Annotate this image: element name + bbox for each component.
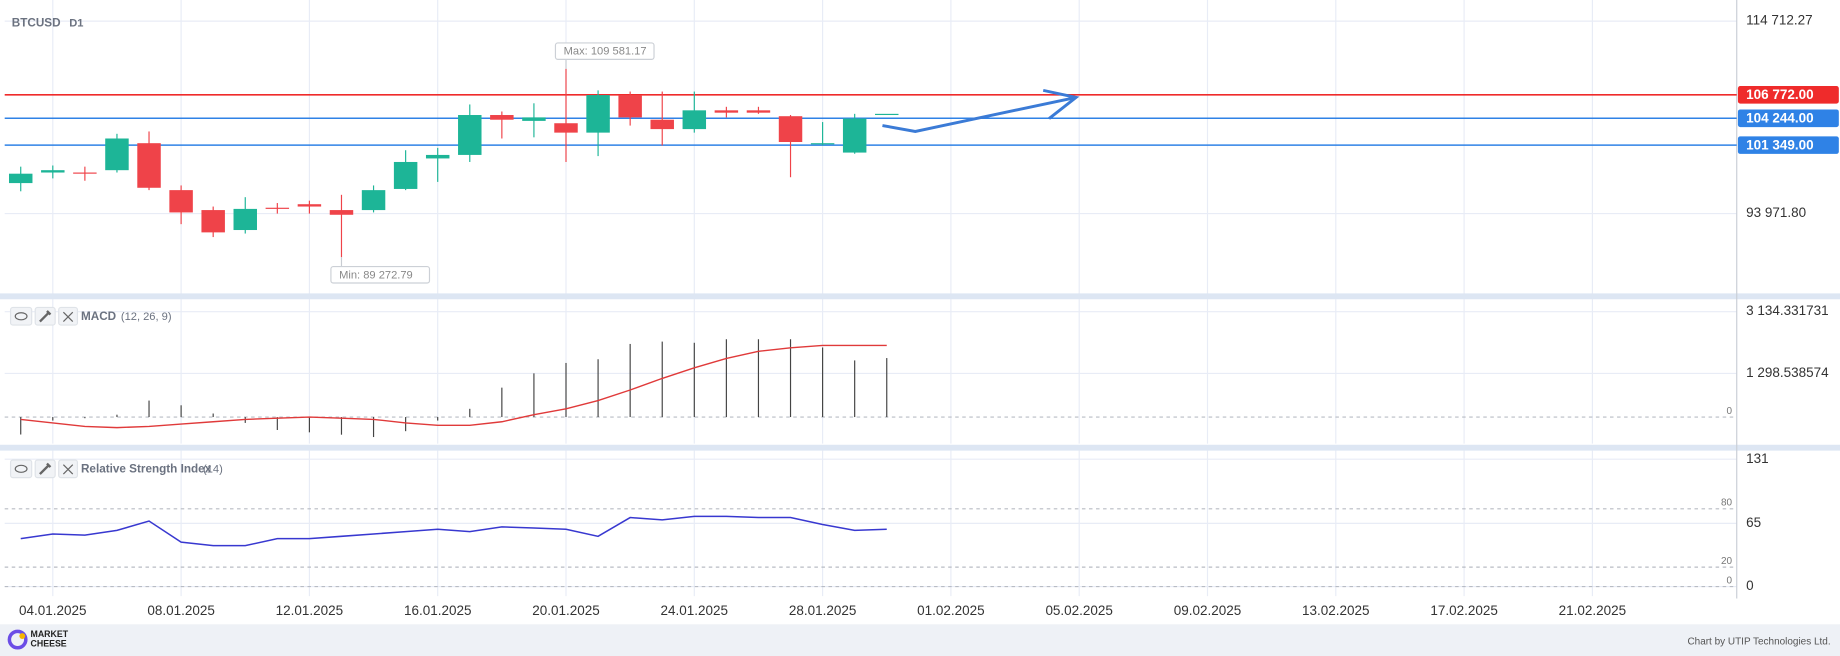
close-glyph: [62, 464, 74, 475]
annotation: Min: 89 272.79: [339, 269, 413, 281]
y-tick-label: 3 134.331731: [1746, 303, 1829, 318]
credit: Chart by UTIP Technologies Ltd.: [1687, 637, 1830, 648]
y-tick-label: 65: [1746, 515, 1761, 530]
candle-body: [201, 210, 225, 233]
wrench-glyph: [39, 462, 52, 475]
candle-body: [746, 110, 771, 113]
candle-body: [8, 173, 33, 184]
price-label: 101 349.00: [1746, 137, 1814, 152]
grid-layer: [4, 0, 1737, 597]
brand-line: MARKET: [31, 629, 69, 639]
panel-separator: [0, 293, 1840, 300]
annotation-box: [554, 42, 655, 60]
y-tick-label: 0: [1746, 578, 1754, 593]
wrench-glyph: [39, 310, 52, 323]
candle-body: [810, 143, 835, 145]
arrow-head: [1042, 88, 1080, 120]
x-tick-label: 04.01.2025: [19, 603, 86, 618]
candle-body: [650, 119, 674, 130]
x-tick-label: 17.02.2025: [1430, 603, 1498, 618]
rsi-line: [20, 515, 887, 547]
x-tick-label: 24.01.2025: [661, 603, 729, 618]
x-tick-label: 13.02.2025: [1302, 603, 1370, 618]
logo-dot: [19, 633, 26, 639]
candle-body: [458, 115, 482, 155]
candle-body: [714, 110, 739, 113]
y-tick-label: 131: [1746, 451, 1769, 466]
candle-body: [490, 115, 514, 120]
candle-body: [842, 118, 867, 153]
macd-header: MACD (12, 26, 9): [9, 306, 172, 326]
candle-body: [522, 117, 546, 121]
symbol: BTCUSD: [12, 17, 61, 30]
price-label: 104 244.00: [1746, 110, 1814, 125]
x-tick-label: 05.02.2025: [1045, 603, 1113, 618]
x-tick-label: 08.01.2025: [147, 603, 214, 618]
footer-bar: [0, 624, 1840, 656]
candle-body: [778, 116, 803, 143]
candle-body: [425, 154, 450, 159]
brand-line: CHEESE: [31, 639, 67, 649]
eye-glyph: [14, 312, 28, 321]
level-label: 80: [1721, 498, 1733, 509]
candle-body: [233, 208, 257, 231]
level-label: 0: [1726, 406, 1732, 417]
eye-icon[interactable]: [9, 459, 33, 479]
logo-mark: [7, 629, 28, 650]
candle-body: [41, 170, 65, 173]
x-tick-label: 21.02.2025: [1559, 603, 1627, 618]
price-label-box: [1737, 86, 1839, 104]
candle-body: [297, 204, 322, 207]
eye-glyph: [14, 464, 28, 473]
candle-body: [586, 95, 610, 133]
y-tick-label: 114 712.27: [1746, 13, 1813, 28]
candle-body: [361, 190, 386, 211]
price-label-box: [1737, 136, 1839, 154]
annotation: Max: 109 581.17: [564, 46, 647, 58]
level-label: 20: [1721, 556, 1733, 567]
timeframe: D1: [69, 17, 83, 29]
x-tick-label: 16.01.2025: [404, 603, 471, 618]
level-label: 0: [1726, 575, 1732, 586]
close-glyph: [62, 311, 74, 322]
y-tick-label: 93 971.80: [1746, 205, 1806, 220]
candle-body: [554, 123, 578, 133]
x-tick-label: 28.01.2025: [789, 603, 857, 618]
eye-icon[interactable]: [9, 306, 33, 326]
y-tick-label: 1 298.538574: [1746, 365, 1829, 380]
price-label: 106 772.00: [1746, 87, 1814, 102]
candle-body: [329, 210, 354, 215]
indicator-params: (14): [203, 463, 223, 475]
candle-body: [682, 110, 707, 130]
indicator-title: Relative Strength Index: [81, 462, 212, 475]
price-label-box: [1737, 109, 1839, 128]
candle-body: [265, 207, 290, 209]
indicator-title: MACD: [81, 310, 116, 323]
candle-body: [105, 138, 129, 171]
footer-logo: MARKET CHEESE: [7, 629, 69, 650]
candle-body: [169, 190, 193, 213]
x-tick-label: 12.01.2025: [276, 603, 344, 618]
x-tick-label: 01.02.2025: [917, 603, 984, 618]
annotation-box: [330, 265, 431, 284]
x-tick-label: 20.01.2025: [532, 603, 600, 618]
panel-separator: [0, 444, 1840, 451]
marks-layer: 114 712.27 93 971.80 106 772.00 104 244.00 1…: [4, 13, 1839, 618]
indicator-params: (12, 26, 9): [121, 311, 172, 323]
macd-line: [20, 344, 887, 429]
candle-body: [393, 161, 418, 189]
candle-body: [618, 95, 642, 118]
drawn-arrow: [882, 95, 1077, 133]
rsi-header: Relative Strength Index (14): [9, 459, 223, 479]
trend-drawing: [882, 88, 1080, 133]
candle-body: [875, 113, 899, 116]
candle-body: [137, 143, 161, 188]
candle-body: [73, 172, 97, 174]
x-tick-label: 09.02.2025: [1174, 603, 1242, 618]
